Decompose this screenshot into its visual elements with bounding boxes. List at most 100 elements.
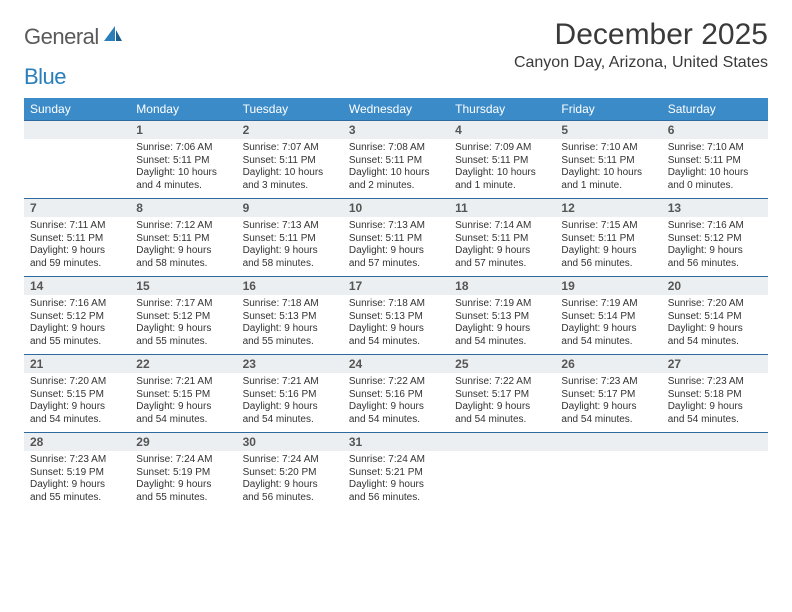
daylight-line: Daylight: 9 hours and 54 minutes. (349, 323, 443, 348)
day-details: Sunrise: 7:10 AMSunset: 5:11 PMDaylight:… (662, 139, 768, 198)
weekday-mon: Monday (130, 98, 236, 120)
sunset-line: Sunset: 5:15 PM (30, 389, 124, 402)
calendar-week: 7Sunrise: 7:11 AMSunset: 5:11 PMDaylight… (24, 198, 768, 276)
weekday-tue: Tuesday (237, 98, 343, 120)
calendar-cell: 16Sunrise: 7:18 AMSunset: 5:13 PMDayligh… (237, 276, 343, 354)
day-number: 29 (130, 432, 236, 451)
daylight-line: Daylight: 10 hours and 3 minutes. (243, 167, 337, 192)
calendar-cell (24, 120, 130, 198)
title-block: December 2025 Canyon Day, Arizona, Unite… (514, 18, 768, 72)
day-number (555, 432, 661, 451)
sunset-line: Sunset: 5:11 PM (455, 233, 549, 246)
day-number: 21 (24, 354, 130, 373)
calendar-cell: 23Sunrise: 7:21 AMSunset: 5:16 PMDayligh… (237, 354, 343, 432)
day-number (662, 432, 768, 451)
day-number (449, 432, 555, 451)
daylight-line: Daylight: 10 hours and 0 minutes. (668, 167, 762, 192)
daylight-line: Daylight: 9 hours and 56 minutes. (349, 479, 443, 504)
day-number: 4 (449, 120, 555, 139)
daylight-line: Daylight: 9 hours and 55 minutes. (136, 479, 230, 504)
sunset-line: Sunset: 5:13 PM (243, 311, 337, 324)
calendar-cell: 21Sunrise: 7:20 AMSunset: 5:15 PMDayligh… (24, 354, 130, 432)
day-details: Sunrise: 7:19 AMSunset: 5:13 PMDaylight:… (449, 295, 555, 354)
calendar-cell: 10Sunrise: 7:13 AMSunset: 5:11 PMDayligh… (343, 198, 449, 276)
day-details: Sunrise: 7:08 AMSunset: 5:11 PMDaylight:… (343, 139, 449, 198)
sunrise-line: Sunrise: 7:10 AM (561, 142, 655, 155)
sunrise-line: Sunrise: 7:20 AM (30, 376, 124, 389)
day-details: Sunrise: 7:16 AMSunset: 5:12 PMDaylight:… (662, 217, 768, 276)
daylight-line: Daylight: 9 hours and 57 minutes. (455, 245, 549, 270)
logo-text-blue: Blue (24, 64, 66, 90)
daylight-line: Daylight: 10 hours and 4 minutes. (136, 167, 230, 192)
day-details: Sunrise: 7:20 AMSunset: 5:15 PMDaylight:… (24, 373, 130, 432)
sunrise-line: Sunrise: 7:21 AM (136, 376, 230, 389)
day-number: 22 (130, 354, 236, 373)
sunset-line: Sunset: 5:18 PM (668, 389, 762, 402)
sunrise-line: Sunrise: 7:14 AM (455, 220, 549, 233)
sunrise-line: Sunrise: 7:20 AM (668, 298, 762, 311)
day-number: 26 (555, 354, 661, 373)
sunrise-line: Sunrise: 7:22 AM (455, 376, 549, 389)
weekday-sun: Sunday (24, 98, 130, 120)
day-number: 11 (449, 198, 555, 217)
day-number: 30 (237, 432, 343, 451)
sunrise-line: Sunrise: 7:23 AM (30, 454, 124, 467)
calendar-cell: 1Sunrise: 7:06 AMSunset: 5:11 PMDaylight… (130, 120, 236, 198)
day-number: 25 (449, 354, 555, 373)
calendar-cell: 20 Sunrise: 7:20 AMSunset: 5:14 PMDayligh… (662, 276, 768, 354)
day-number: 31 (343, 432, 449, 451)
day-number: 10 (343, 198, 449, 217)
day-details: Sunrise: 7:24 AMSunset: 5:20 PMDaylight:… (237, 451, 343, 510)
calendar-cell: 2Sunrise: 7:07 AMSunset: 5:11 PMDaylight… (237, 120, 343, 198)
day-details: Sunrise: 7:13 AMSunset: 5:11 PMDaylight:… (343, 217, 449, 276)
sunset-line: Sunset: 5:11 PM (243, 233, 337, 246)
sunset-line: Sunset: 5:17 PM (561, 389, 655, 402)
calendar-cell: 19Sunrise: 7:19 AMSunset: 5:14 PMDayligh… (555, 276, 661, 354)
daylight-line: Daylight: 9 hours and 57 minutes. (349, 245, 443, 270)
sunset-line: Sunset: 5:14 PM (668, 311, 762, 324)
logo: General (24, 18, 124, 50)
sunset-line: Sunset: 5:19 PM (136, 467, 230, 480)
day-number: 14 (24, 276, 130, 295)
day-details: Sunrise: 7:24 AMSunset: 5:19 PMDaylight:… (130, 451, 236, 510)
sunrise-line: Sunrise: 7:24 AM (243, 454, 337, 467)
calendar-week: 1Sunrise: 7:06 AMSunset: 5:11 PMDaylight… (24, 120, 768, 198)
sunset-line: Sunset: 5:11 PM (136, 155, 230, 168)
calendar-cell (555, 432, 661, 510)
day-number: 15 (130, 276, 236, 295)
day-number: 8 (130, 198, 236, 217)
sunrise-line: Sunrise: 7:10 AM (668, 142, 762, 155)
page-title: December 2025 (514, 18, 768, 52)
sunset-line: Sunset: 5:17 PM (455, 389, 549, 402)
day-number: 6 (662, 120, 768, 139)
daylight-line: Daylight: 9 hours and 55 minutes. (30, 323, 124, 348)
day-details: Sunrise: 7:18 AMSunset: 5:13 PMDaylight:… (237, 295, 343, 354)
sunrise-line: Sunrise: 7:18 AM (349, 298, 443, 311)
calendar-cell: 3Sunrise: 7:08 AMSunset: 5:11 PMDaylight… (343, 120, 449, 198)
sunset-line: Sunset: 5:11 PM (561, 155, 655, 168)
day-number: 20 (662, 276, 768, 295)
calendar: Sunday Monday Tuesday Wednesday Thursday… (24, 98, 768, 510)
daylight-line: Daylight: 9 hours and 54 minutes. (668, 323, 762, 348)
day-details: Sunrise: 7:19 AMSunset: 5:14 PMDaylight:… (555, 295, 661, 354)
calendar-cell: 9Sunrise: 7:13 AMSunset: 5:11 PMDaylight… (237, 198, 343, 276)
calendar-cell: 13Sunrise: 7:16 AMSunset: 5:12 PMDayligh… (662, 198, 768, 276)
day-number: 9 (237, 198, 343, 217)
day-details: Sunrise: 7:13 AMSunset: 5:11 PMDaylight:… (237, 217, 343, 276)
daylight-line: Daylight: 9 hours and 54 minutes. (561, 401, 655, 426)
calendar-week: 28Sunrise: 7:23 AMSunset: 5:19 PMDayligh… (24, 432, 768, 510)
day-number: 7 (24, 198, 130, 217)
sunset-line: Sunset: 5:13 PM (455, 311, 549, 324)
calendar-cell: 11 Sunrise: 7:14 AMSunset: 5:11 PMDayligh… (449, 198, 555, 276)
weekday-wed: Wednesday (343, 98, 449, 120)
sunrise-line: Sunrise: 7:15 AM (561, 220, 655, 233)
day-number: 16 (237, 276, 343, 295)
daylight-line: Daylight: 9 hours and 56 minutes. (243, 479, 337, 504)
sunrise-line: Sunrise: 7:12 AM (136, 220, 230, 233)
daylight-line: Daylight: 9 hours and 54 minutes. (243, 401, 337, 426)
day-details: Sunrise: 7:06 AMSunset: 5:11 PMDaylight:… (130, 139, 236, 198)
day-number: 17 (343, 276, 449, 295)
day-number: 19 (555, 276, 661, 295)
sunset-line: Sunset: 5:13 PM (349, 311, 443, 324)
daylight-line: Daylight: 9 hours and 54 minutes. (455, 323, 549, 348)
